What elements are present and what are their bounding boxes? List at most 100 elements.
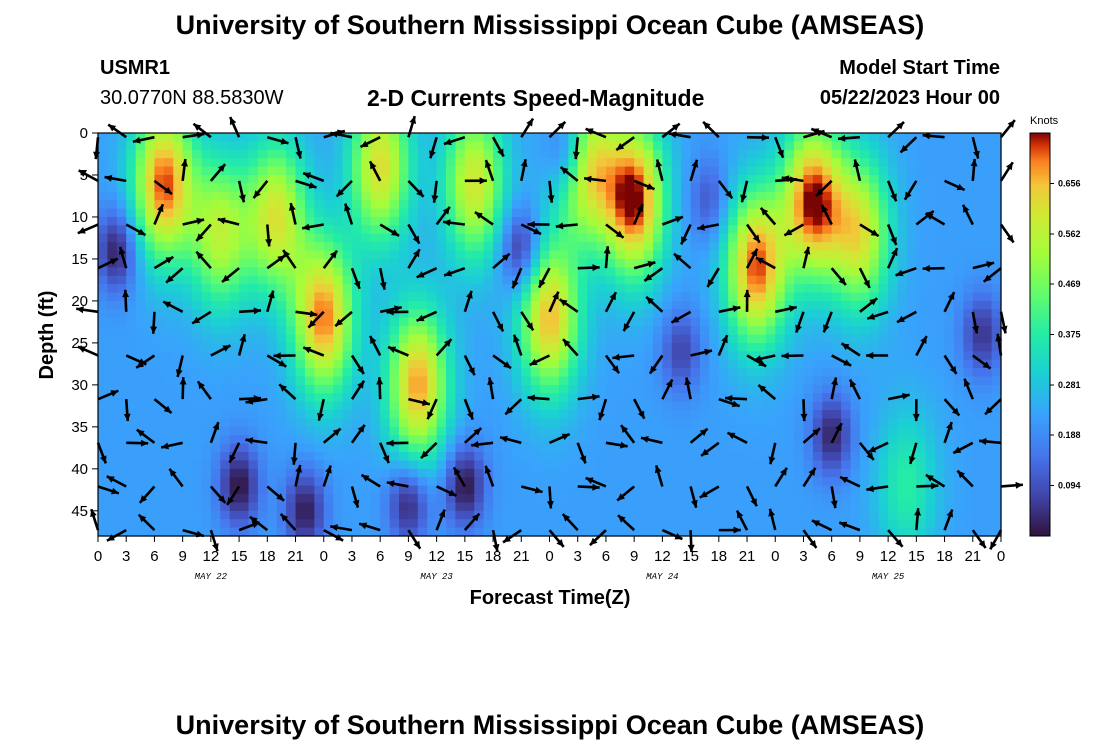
heat-cell — [671, 158, 682, 168]
heat-cell — [464, 494, 475, 504]
heat-cell — [295, 384, 306, 394]
current-arrowhead — [253, 190, 261, 199]
heat-cell — [107, 494, 118, 504]
heat-cell — [304, 393, 315, 403]
heat-cell — [756, 510, 767, 520]
heat-cell — [558, 141, 569, 151]
heat-cell — [98, 250, 109, 260]
heat-cell — [154, 510, 165, 520]
heat-cell — [540, 141, 551, 151]
heat-cell — [380, 401, 391, 411]
heat-cell — [257, 250, 268, 260]
heat-cell — [163, 384, 174, 394]
heat-cell — [502, 216, 513, 226]
heat-cell — [803, 426, 814, 436]
heat-cell — [982, 519, 993, 529]
heat-cell — [389, 410, 400, 420]
heat-cell — [906, 359, 917, 369]
heat-cell — [662, 141, 673, 151]
heat-cell — [568, 468, 579, 478]
heat-cell — [652, 443, 663, 453]
heat-cell — [417, 334, 428, 344]
heat-cell — [304, 477, 315, 487]
heat-cell — [775, 242, 786, 252]
heat-cell — [436, 233, 447, 243]
heat-cell — [135, 452, 146, 462]
heat-cell — [116, 376, 127, 386]
heat-cell — [314, 166, 325, 176]
heat-cell — [521, 242, 532, 252]
heat-cell — [953, 376, 964, 386]
heat-cell — [201, 477, 212, 487]
heat-cell — [737, 410, 748, 420]
heat-cell — [267, 216, 278, 226]
current-arrowhead — [192, 316, 201, 324]
heat-cell — [286, 275, 297, 285]
heat-cell — [145, 200, 156, 210]
heat-cell — [323, 477, 334, 487]
heat-cell — [380, 275, 391, 285]
heat-cell — [163, 418, 174, 428]
heat-cell — [220, 527, 231, 537]
heat-cell — [624, 494, 635, 504]
heat-cell — [333, 242, 344, 252]
heat-cell — [342, 292, 353, 302]
heat-cell — [869, 200, 880, 210]
heat-cell — [474, 418, 485, 428]
heat-cell — [210, 149, 221, 159]
heat-cell — [145, 460, 156, 470]
heat-cell — [747, 216, 758, 226]
heat-cell — [963, 149, 974, 159]
heat-cell — [925, 174, 936, 184]
heat-cell — [511, 225, 522, 235]
heat-cell — [859, 225, 870, 235]
heat-cell — [728, 208, 739, 218]
heat-cell — [615, 468, 626, 478]
current-arrowhead — [386, 439, 394, 447]
heat-cell — [220, 435, 231, 445]
heat-cell — [944, 494, 955, 504]
heat-cell — [380, 300, 391, 310]
current-arrowhead — [290, 457, 298, 465]
heat-cell — [831, 275, 842, 285]
heat-cell — [229, 468, 240, 478]
heat-cell — [897, 317, 908, 327]
heat-cell — [615, 477, 626, 487]
heat-cell — [756, 326, 767, 336]
heat-cell — [916, 359, 927, 369]
current-arrowhead — [598, 412, 605, 421]
heat-cell — [728, 452, 739, 462]
heat-cell — [417, 183, 428, 193]
heat-cell — [267, 284, 278, 294]
heat-cell — [794, 250, 805, 260]
heat-cell — [530, 384, 541, 394]
heat-cell — [248, 468, 259, 478]
heat-cell — [286, 418, 297, 428]
heat-cell — [220, 502, 231, 512]
heat-cell — [944, 233, 955, 243]
heat-cell — [210, 359, 221, 369]
heat-cell — [662, 443, 673, 453]
heat-cell — [154, 250, 165, 260]
heat-cell — [972, 485, 983, 495]
heat-cell — [718, 477, 729, 487]
heat-cell — [605, 426, 616, 436]
heat-cell — [323, 267, 334, 277]
heat-cell — [286, 384, 297, 394]
heat-cell — [888, 258, 899, 268]
heat-cell — [107, 460, 118, 470]
heat-cell — [436, 376, 447, 386]
heat-cell — [963, 317, 974, 327]
heat-cell — [351, 174, 362, 184]
heat-cell — [192, 384, 203, 394]
heat-cell — [841, 242, 852, 252]
heat-cell — [408, 468, 419, 478]
heat-cell — [173, 468, 184, 478]
heat-cell — [361, 309, 372, 319]
heat-cell — [304, 376, 315, 386]
heat-cell — [436, 519, 447, 529]
heat-cell — [135, 292, 146, 302]
heat-cell — [944, 242, 955, 252]
heat-cell — [587, 401, 598, 411]
heat-cell — [333, 166, 344, 176]
